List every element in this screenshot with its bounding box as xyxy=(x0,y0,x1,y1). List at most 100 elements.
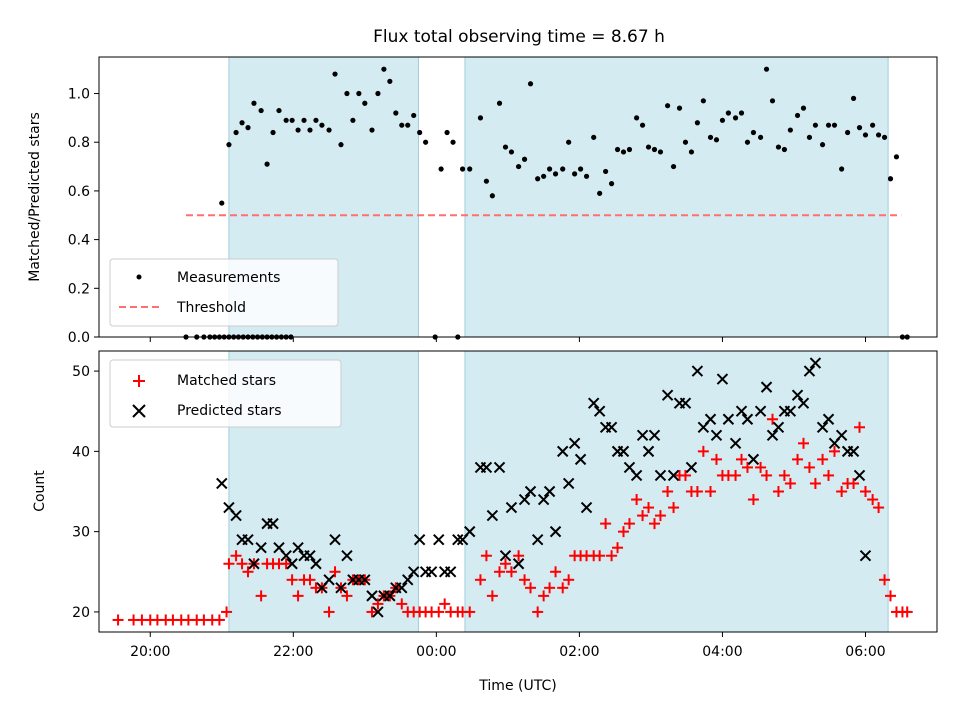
matched-star-marker xyxy=(643,502,655,514)
measurement-point xyxy=(591,134,597,140)
matched-star-marker xyxy=(594,550,606,562)
measurement-point xyxy=(258,107,264,114)
matched-star-marker xyxy=(885,590,897,602)
predicted-star-marker xyxy=(335,582,347,594)
matched-star-marker xyxy=(817,453,829,465)
legend-marker-matched xyxy=(133,375,145,387)
matched-star-marker xyxy=(654,510,666,522)
matched-star-marker xyxy=(280,558,292,570)
measurement-point xyxy=(289,117,295,123)
measurement-point xyxy=(750,129,757,136)
matched-star-marker xyxy=(464,606,476,618)
matched-star-marker xyxy=(637,510,649,522)
top-y-tick-label: 0.8 xyxy=(68,135,90,151)
measurement-point xyxy=(566,139,572,145)
measurement-point xyxy=(264,161,270,167)
measurement-point xyxy=(887,176,894,182)
measurement-point xyxy=(477,115,484,121)
matched-star-marker xyxy=(766,413,778,425)
measurement-point xyxy=(800,105,807,111)
measurement-point xyxy=(332,71,338,77)
top-legend-box xyxy=(109,258,339,327)
matched-star-marker xyxy=(803,461,815,473)
measurement-point xyxy=(775,144,782,150)
measurement-point xyxy=(806,134,813,140)
matched-star-marker xyxy=(525,582,537,594)
predicted-star-marker xyxy=(323,574,335,586)
matched-star-marker xyxy=(784,477,796,489)
matched-star-marker xyxy=(532,606,544,618)
top-y-tick-label: 0.6 xyxy=(68,184,90,200)
measurement-point xyxy=(438,166,444,172)
predicted-star-marker xyxy=(679,397,692,409)
matched-star-marker xyxy=(433,606,445,618)
matched-star-marker xyxy=(623,518,635,530)
matched-star-marker xyxy=(372,598,384,610)
matched-star-marker xyxy=(873,502,885,514)
matched-star-marker xyxy=(513,550,525,562)
predicted-star-marker xyxy=(685,461,698,474)
legend-label-matched: Matched stars xyxy=(177,373,276,389)
predicted-star-marker xyxy=(859,550,872,562)
measurement-point xyxy=(688,149,695,155)
predicted-star-marker xyxy=(230,509,242,522)
predicted-star-marker xyxy=(216,477,228,490)
top-y-tick-label: 1.0 xyxy=(68,87,90,103)
measurement-point xyxy=(634,115,640,121)
matched-star-marker xyxy=(747,494,759,506)
predicted-star-marker xyxy=(716,373,729,385)
matched-star-marker xyxy=(697,445,709,457)
measurement-point xyxy=(552,171,559,177)
measurement-point xyxy=(444,129,450,136)
predicted-star-marker xyxy=(587,397,600,409)
matched-star-marker xyxy=(474,574,486,586)
matched-star-marker xyxy=(761,469,773,481)
matched-star-marker xyxy=(848,477,860,489)
measurement-point xyxy=(393,110,399,116)
matched-star-marker xyxy=(705,486,717,497)
measurement-point xyxy=(620,149,627,155)
matched-star-marker xyxy=(538,590,550,602)
predicted-star-marker xyxy=(797,397,810,409)
predicted-star-marker xyxy=(754,405,767,417)
measurement-point xyxy=(794,112,801,119)
matched-star-marker xyxy=(792,453,804,465)
measurement-point xyxy=(732,115,739,121)
predicted-star-marker xyxy=(729,437,742,450)
matched-star-marker xyxy=(797,437,809,449)
matched-star-marker xyxy=(329,566,341,578)
predicted-star-marker xyxy=(741,413,754,425)
measurement-point xyxy=(270,129,276,136)
predicted-star-marker xyxy=(574,453,587,466)
measurement-point xyxy=(657,149,664,155)
measurement-point xyxy=(597,190,603,196)
predicted-star-marker xyxy=(562,477,575,490)
measurement-point xyxy=(769,98,776,104)
measurement-point xyxy=(344,90,350,97)
predicted-star-marker xyxy=(809,357,822,369)
measurement-point xyxy=(489,193,495,199)
measurement-point xyxy=(850,95,857,101)
predicted-star-marker xyxy=(593,405,606,417)
matched-star-marker xyxy=(439,598,451,610)
measurement-point xyxy=(521,156,528,162)
bottom-axes-frame xyxy=(98,350,938,633)
measurement-point xyxy=(763,66,770,72)
measurement-point xyxy=(881,134,888,140)
predicted-star-marker xyxy=(267,517,279,530)
predicted-star-marker xyxy=(580,501,593,514)
matched-star-marker xyxy=(304,574,316,586)
measurement-point xyxy=(307,127,313,133)
measurement-point xyxy=(245,125,251,131)
predicted-star-marker xyxy=(425,566,438,578)
measurement-point xyxy=(239,120,245,126)
predicted-star-marker xyxy=(667,469,680,482)
measurement-point xyxy=(651,146,658,153)
matched-star-marker xyxy=(519,574,531,586)
predicted-star-marker xyxy=(248,558,260,570)
measurement-point xyxy=(781,146,788,153)
matched-star-marker xyxy=(612,542,624,554)
matched-star-marker xyxy=(341,590,353,602)
measurement-point xyxy=(719,117,726,123)
